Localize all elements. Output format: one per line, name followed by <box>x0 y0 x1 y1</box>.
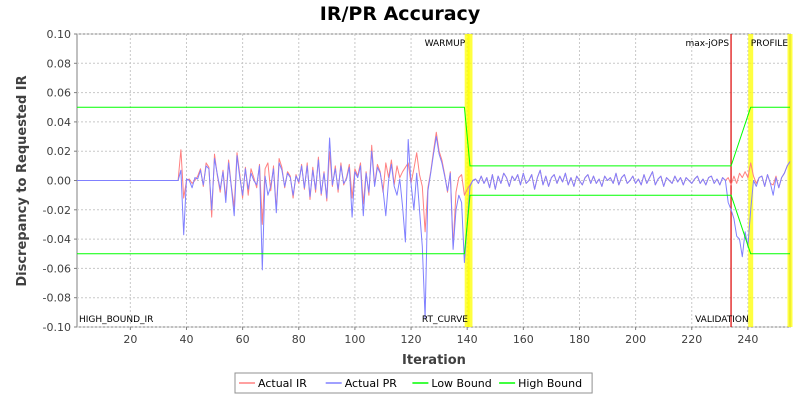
series-line-actual-pr <box>77 136 791 319</box>
marker-labels: WARMUP RT_CURVE max-jOPS VALIDATION PROFILE H… <box>79 39 788 325</box>
y-tick-label: -0.02 <box>43 204 71 217</box>
marker-label: PROFILE <box>751 39 789 49</box>
corner-label: HIGH_BOUND_IR <box>79 315 153 325</box>
marker-band <box>787 34 793 327</box>
x-tick-label: 240 <box>737 333 758 346</box>
gridlines <box>77 33 790 328</box>
marker-label: max-jOPS <box>685 39 729 49</box>
x-tick-label: 140 <box>457 333 478 346</box>
x-tick-label: 60 <box>236 333 250 346</box>
y-tick-label: 0.06 <box>47 87 72 100</box>
marker-band <box>464 34 470 327</box>
x-tick-label: 220 <box>681 333 702 346</box>
legend-entry: Low Bound <box>431 377 491 390</box>
series-lines <box>77 106 791 319</box>
marker-label: WARMUP <box>425 39 466 49</box>
legend: Actual IR Actual PR Low Bound High Bound <box>234 372 593 394</box>
x-axis-label: Iteration <box>402 353 466 368</box>
chart-title: IR/PR Accuracy <box>320 3 481 25</box>
series-line-low-bound <box>77 194 790 255</box>
legend-entry: Actual IR <box>258 377 307 390</box>
y-tick-label: -0.10 <box>43 321 71 334</box>
y-tick-label: 0.02 <box>47 145 72 158</box>
x-tick-label: 160 <box>513 333 534 346</box>
iteration-markers <box>464 34 793 327</box>
marker-band <box>748 34 754 327</box>
marker-label: RT_CURVE <box>422 315 468 325</box>
x-tick-label: 40 <box>179 333 193 346</box>
x-tick-label: 100 <box>344 333 365 346</box>
x-tick-label: 20 <box>123 333 137 346</box>
y-tick-label: -0.04 <box>43 233 71 246</box>
y-axis-ticks: -0.10 -0.08 -0.06 -0.04 -0.02 0.00 0.02 0.04 0.0… <box>43 28 77 334</box>
legend-entry: High Bound <box>518 377 582 390</box>
y-tick-label: 0.10 <box>47 28 72 41</box>
x-tick-label: 80 <box>292 333 306 346</box>
x-tick-label: 200 <box>625 333 646 346</box>
y-tick-label: 0.00 <box>47 175 72 188</box>
x-tick-label: 120 <box>401 333 422 346</box>
marker-label: VALIDATION <box>695 315 749 325</box>
y-tick-label: -0.08 <box>43 292 71 305</box>
series-line-high-bound <box>77 106 790 167</box>
x-axis-ticks: 20 40 60 80 100 120 140 160 180 200 220 240 <box>123 327 758 346</box>
legend-entry: Actual PR <box>345 377 398 390</box>
y-tick-label: 0.08 <box>47 57 72 70</box>
marker-band <box>467 34 473 327</box>
y-axis-label: Discrepancy to Requested IR <box>15 75 30 286</box>
x-tick-label: 180 <box>569 333 590 346</box>
y-tick-label: -0.06 <box>43 262 71 275</box>
y-tick-label: 0.04 <box>47 116 72 129</box>
